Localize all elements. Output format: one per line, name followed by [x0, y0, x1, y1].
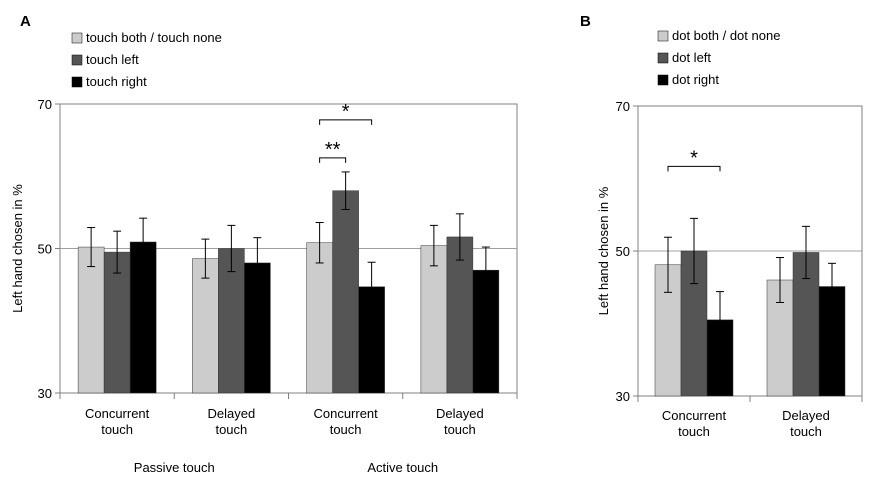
bar: [129, 241, 157, 394]
legend-label: dot left: [672, 50, 711, 65]
legend-label: dot both / dot none: [672, 28, 780, 43]
legend-swatch: [71, 76, 83, 88]
bar: [420, 245, 448, 394]
y-tick-label: 30: [38, 386, 52, 401]
y-axis-title: Left hand chosen in %: [596, 186, 611, 315]
bar: [332, 190, 359, 394]
panel-a-letter: A: [20, 13, 31, 30]
panel-b-letter: B: [580, 13, 591, 30]
x-category-label: Concurrent: [313, 406, 378, 421]
significance-marker: *: [342, 101, 350, 123]
significance-bracket: [667, 165, 721, 172]
significance-bracket: [319, 157, 347, 163]
bar: [446, 236, 474, 394]
y-tick-label: 50: [616, 244, 630, 259]
legend-label: touch left: [86, 52, 139, 67]
legend-swatch: [657, 52, 669, 64]
bar: [306, 242, 333, 394]
legend-label: touch right: [86, 74, 147, 89]
legend-swatch: [71, 54, 83, 66]
x-category-label: Concurrent: [662, 408, 727, 423]
legend-swatch: [657, 74, 669, 86]
significance-marker: **: [325, 139, 341, 161]
y-tick-label: 70: [38, 97, 52, 112]
legend-swatch: [657, 30, 669, 42]
legend-label: dot right: [672, 72, 719, 87]
y-axis-title: Left hand chosen in %: [10, 184, 25, 313]
x-category-label: touch: [215, 422, 247, 437]
significance-marker: *: [690, 147, 698, 169]
x-category-label: touch: [330, 422, 362, 437]
panel-b: B dot both / dot none dot left dot right 30…: [580, 13, 863, 439]
legend-label: touch both / touch none: [86, 30, 222, 45]
bar: [77, 246, 105, 394]
x-category-label: Concurrent: [85, 406, 150, 421]
legend-swatch: [71, 32, 83, 44]
y-tick-label: 50: [38, 242, 52, 257]
x-category-label: touch: [678, 424, 710, 439]
y-tick-label: 30: [616, 389, 630, 404]
bar: [192, 258, 219, 394]
significance-bracket: [319, 119, 373, 125]
group-label: Passive touch: [134, 460, 215, 475]
x-category-label: Delayed: [782, 408, 830, 423]
group-label: Active touch: [367, 460, 438, 475]
x-category-label: touch: [790, 424, 822, 439]
x-category-label: touch: [444, 422, 476, 437]
x-category-label: Delayed: [436, 406, 484, 421]
x-category-label: touch: [101, 422, 133, 437]
y-tick-label: 70: [616, 99, 630, 114]
x-category-label: Delayed: [208, 406, 256, 421]
panel-a: A touch both / touch none touch left touch…: [10, 13, 518, 475]
